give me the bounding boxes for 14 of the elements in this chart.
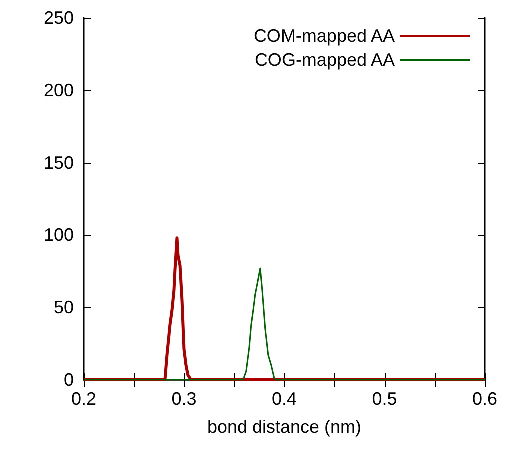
x-tick-label: 0.3 [172, 389, 197, 409]
legend-label: COG-mapped AA [254, 50, 395, 70]
y-tick-label: 50 [54, 298, 74, 318]
y-tick-label: 0 [64, 370, 74, 390]
y-tick-label: 150 [44, 152, 74, 173]
y-tick-label: 100 [44, 225, 74, 246]
x-axis-title: bond distance (nm) [207, 417, 362, 437]
x-tick-label: 0.4 [272, 389, 298, 409]
y-tick-label: 250 [44, 8, 74, 28]
legend-label: COM-mapped AA [254, 26, 395, 46]
x-tick-label: 0.5 [372, 389, 398, 409]
y-tick-label: 200 [44, 80, 74, 100]
x-tick-label: 0.6 [472, 389, 498, 409]
x-tick-label: 0.2 [71, 389, 97, 409]
